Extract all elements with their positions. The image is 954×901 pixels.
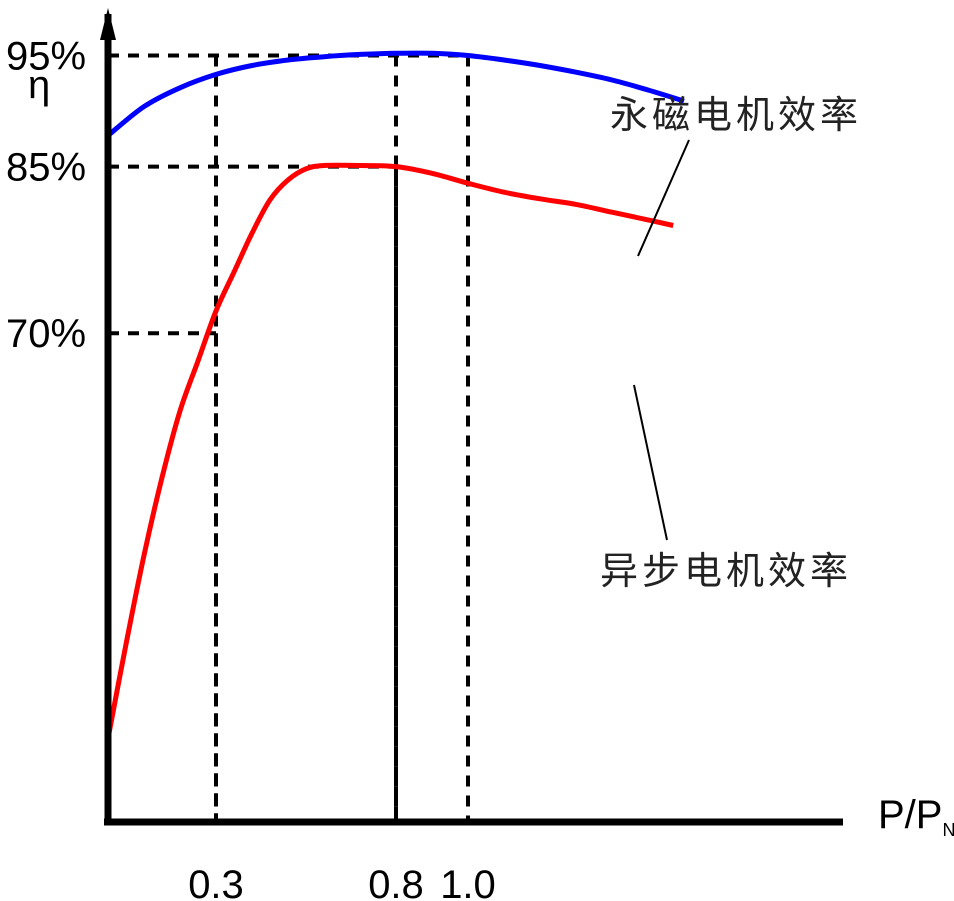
y-axis-arrow-icon [100,8,116,40]
y-axis-label: η [28,63,50,107]
tick-labels: 0.3 0.8 1.0 95% 85% 70% [6,35,496,901]
leader-line-pm [637,139,690,257]
x-axis-label-main: P/P [878,793,942,837]
y-tick-label: 85% [6,146,86,190]
x-tick-label: 0.8 [368,863,424,901]
x-tick-label: 0.3 [188,863,244,901]
leader-line-async [633,384,668,541]
x-tick-label: 1.0 [440,863,496,901]
series-layer [105,50,685,740]
series-line-pm-motor [106,50,685,138]
series-label-pm: 永磁电机效率 [610,93,862,137]
series-line-async-motor [105,162,674,740]
x-axis-label-subscript: N [942,820,954,840]
axes [100,8,843,826]
x-axis-label: P/PN [878,793,954,840]
y-tick-label: 95% [6,35,86,79]
y-tick-label: 70% [6,312,86,356]
reference-lines [108,53,470,822]
series-label-async: 异步电机效率 [600,549,852,593]
